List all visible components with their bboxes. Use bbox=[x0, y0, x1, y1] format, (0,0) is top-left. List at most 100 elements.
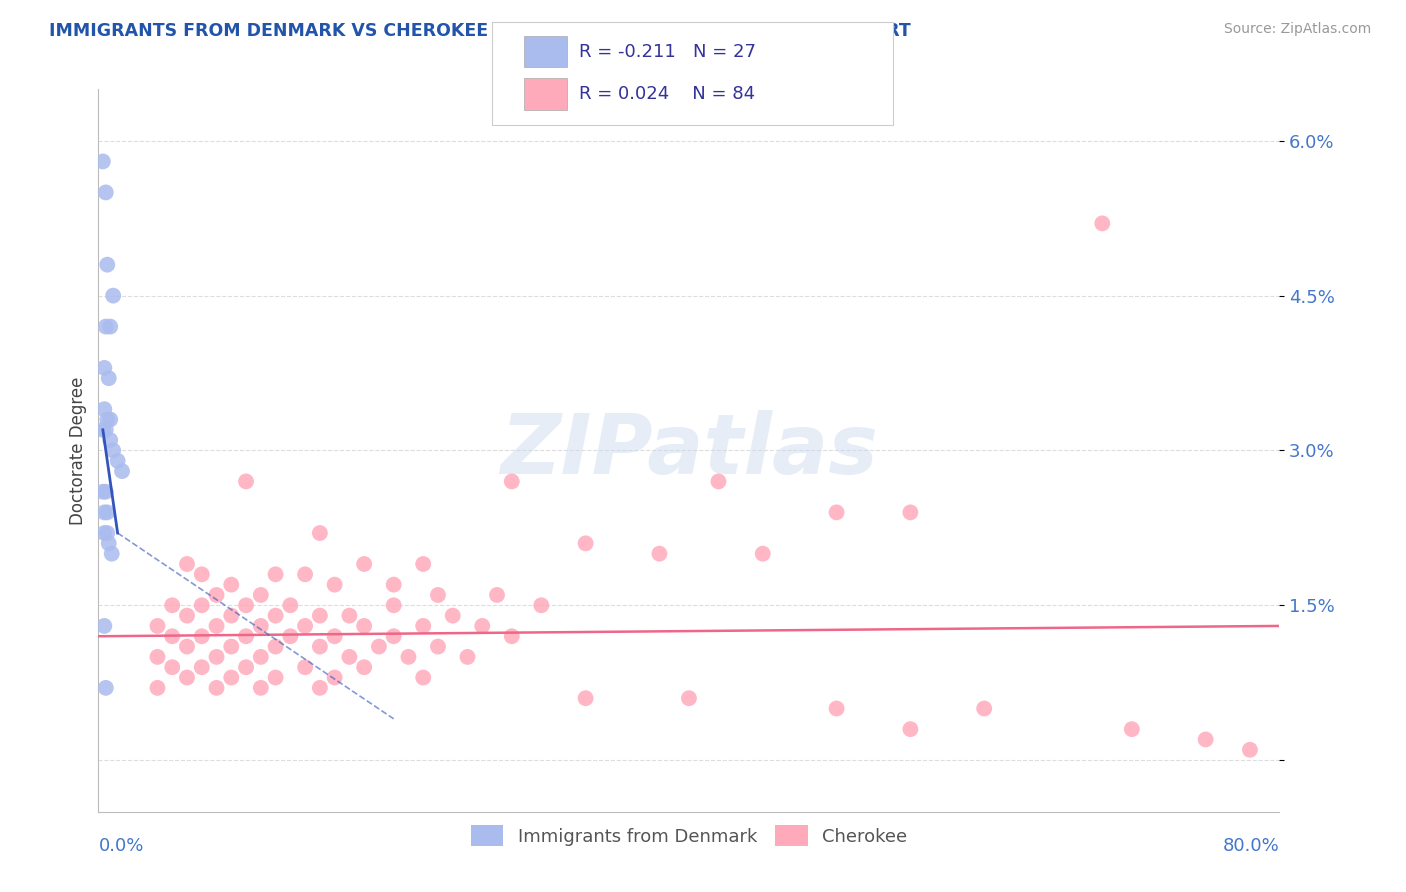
Point bbox=[191, 629, 214, 643]
Point bbox=[93, 402, 115, 417]
Point bbox=[96, 412, 118, 426]
Point bbox=[111, 464, 134, 478]
Point bbox=[176, 557, 198, 571]
Point bbox=[368, 640, 391, 654]
Point bbox=[900, 505, 922, 519]
Point bbox=[176, 640, 198, 654]
Point bbox=[1239, 743, 1261, 757]
Point bbox=[382, 629, 405, 643]
Point bbox=[98, 433, 121, 447]
Point bbox=[97, 536, 120, 550]
Point bbox=[191, 599, 214, 613]
Point bbox=[486, 588, 509, 602]
Point bbox=[191, 660, 214, 674]
Point bbox=[339, 649, 361, 664]
Point bbox=[93, 619, 115, 633]
Point bbox=[294, 660, 316, 674]
Point bbox=[91, 423, 114, 437]
Text: Source: ZipAtlas.com: Source: ZipAtlas.com bbox=[1223, 22, 1371, 37]
Point bbox=[707, 475, 730, 489]
Point bbox=[221, 608, 243, 623]
Point bbox=[648, 547, 671, 561]
Point bbox=[162, 629, 183, 643]
Point bbox=[250, 681, 273, 695]
Point bbox=[146, 681, 169, 695]
Point bbox=[900, 722, 922, 736]
Point bbox=[309, 608, 332, 623]
Point bbox=[235, 475, 257, 489]
Point bbox=[96, 505, 118, 519]
Point bbox=[176, 671, 198, 685]
Point bbox=[221, 577, 243, 591]
Point bbox=[309, 526, 332, 541]
Point bbox=[264, 671, 287, 685]
Point bbox=[100, 547, 122, 561]
Point bbox=[107, 454, 129, 468]
Point bbox=[250, 649, 273, 664]
Point bbox=[353, 660, 375, 674]
Point bbox=[280, 629, 302, 643]
Point bbox=[98, 319, 121, 334]
Point bbox=[97, 371, 120, 385]
Point bbox=[264, 608, 287, 623]
Point bbox=[471, 619, 494, 633]
Point bbox=[575, 536, 598, 550]
Point bbox=[457, 649, 479, 664]
Point bbox=[264, 640, 287, 654]
Point bbox=[323, 629, 346, 643]
Point bbox=[1091, 216, 1114, 230]
Point bbox=[176, 608, 198, 623]
Text: ZIPatlas: ZIPatlas bbox=[501, 410, 877, 491]
Text: R = 0.024    N = 84: R = 0.024 N = 84 bbox=[579, 85, 755, 103]
Point bbox=[94, 319, 117, 334]
Point bbox=[205, 649, 228, 664]
Point bbox=[93, 526, 115, 541]
Point bbox=[98, 412, 121, 426]
Point bbox=[93, 505, 115, 519]
Point bbox=[353, 557, 375, 571]
Point bbox=[973, 701, 995, 715]
Point bbox=[235, 660, 257, 674]
Point bbox=[323, 577, 346, 591]
Point bbox=[103, 288, 125, 302]
Point bbox=[501, 475, 523, 489]
Point bbox=[427, 588, 450, 602]
Point bbox=[427, 640, 450, 654]
Point bbox=[205, 619, 228, 633]
Point bbox=[398, 649, 420, 664]
Point bbox=[91, 484, 114, 499]
Point bbox=[280, 599, 302, 613]
Point bbox=[162, 660, 183, 674]
Point bbox=[221, 671, 243, 685]
Point bbox=[96, 526, 118, 541]
Point bbox=[94, 484, 117, 499]
Point bbox=[825, 701, 848, 715]
Point bbox=[235, 599, 257, 613]
Point bbox=[264, 567, 287, 582]
Point bbox=[382, 599, 405, 613]
Point bbox=[94, 423, 117, 437]
Legend: Immigrants from Denmark, Cherokee: Immigrants from Denmark, Cherokee bbox=[464, 818, 914, 854]
Point bbox=[205, 681, 228, 695]
Text: R = -0.211   N = 27: R = -0.211 N = 27 bbox=[579, 43, 756, 61]
Point bbox=[205, 588, 228, 602]
Point bbox=[94, 186, 117, 200]
Point bbox=[501, 629, 523, 643]
Point bbox=[353, 619, 375, 633]
Point bbox=[96, 258, 118, 272]
Point bbox=[1121, 722, 1143, 736]
Point bbox=[412, 619, 434, 633]
Point bbox=[575, 691, 598, 706]
Point bbox=[339, 608, 361, 623]
Text: 80.0%: 80.0% bbox=[1223, 837, 1279, 855]
Point bbox=[191, 567, 214, 582]
Point bbox=[412, 557, 434, 571]
Point bbox=[91, 154, 114, 169]
Point bbox=[221, 640, 243, 654]
Point bbox=[94, 681, 117, 695]
Point bbox=[678, 691, 700, 706]
Point bbox=[382, 577, 405, 591]
Point bbox=[825, 505, 848, 519]
Text: IMMIGRANTS FROM DENMARK VS CHEROKEE DOCTORATE DEGREE CORRELATION CHART: IMMIGRANTS FROM DENMARK VS CHEROKEE DOCT… bbox=[49, 22, 911, 40]
Point bbox=[294, 619, 316, 633]
